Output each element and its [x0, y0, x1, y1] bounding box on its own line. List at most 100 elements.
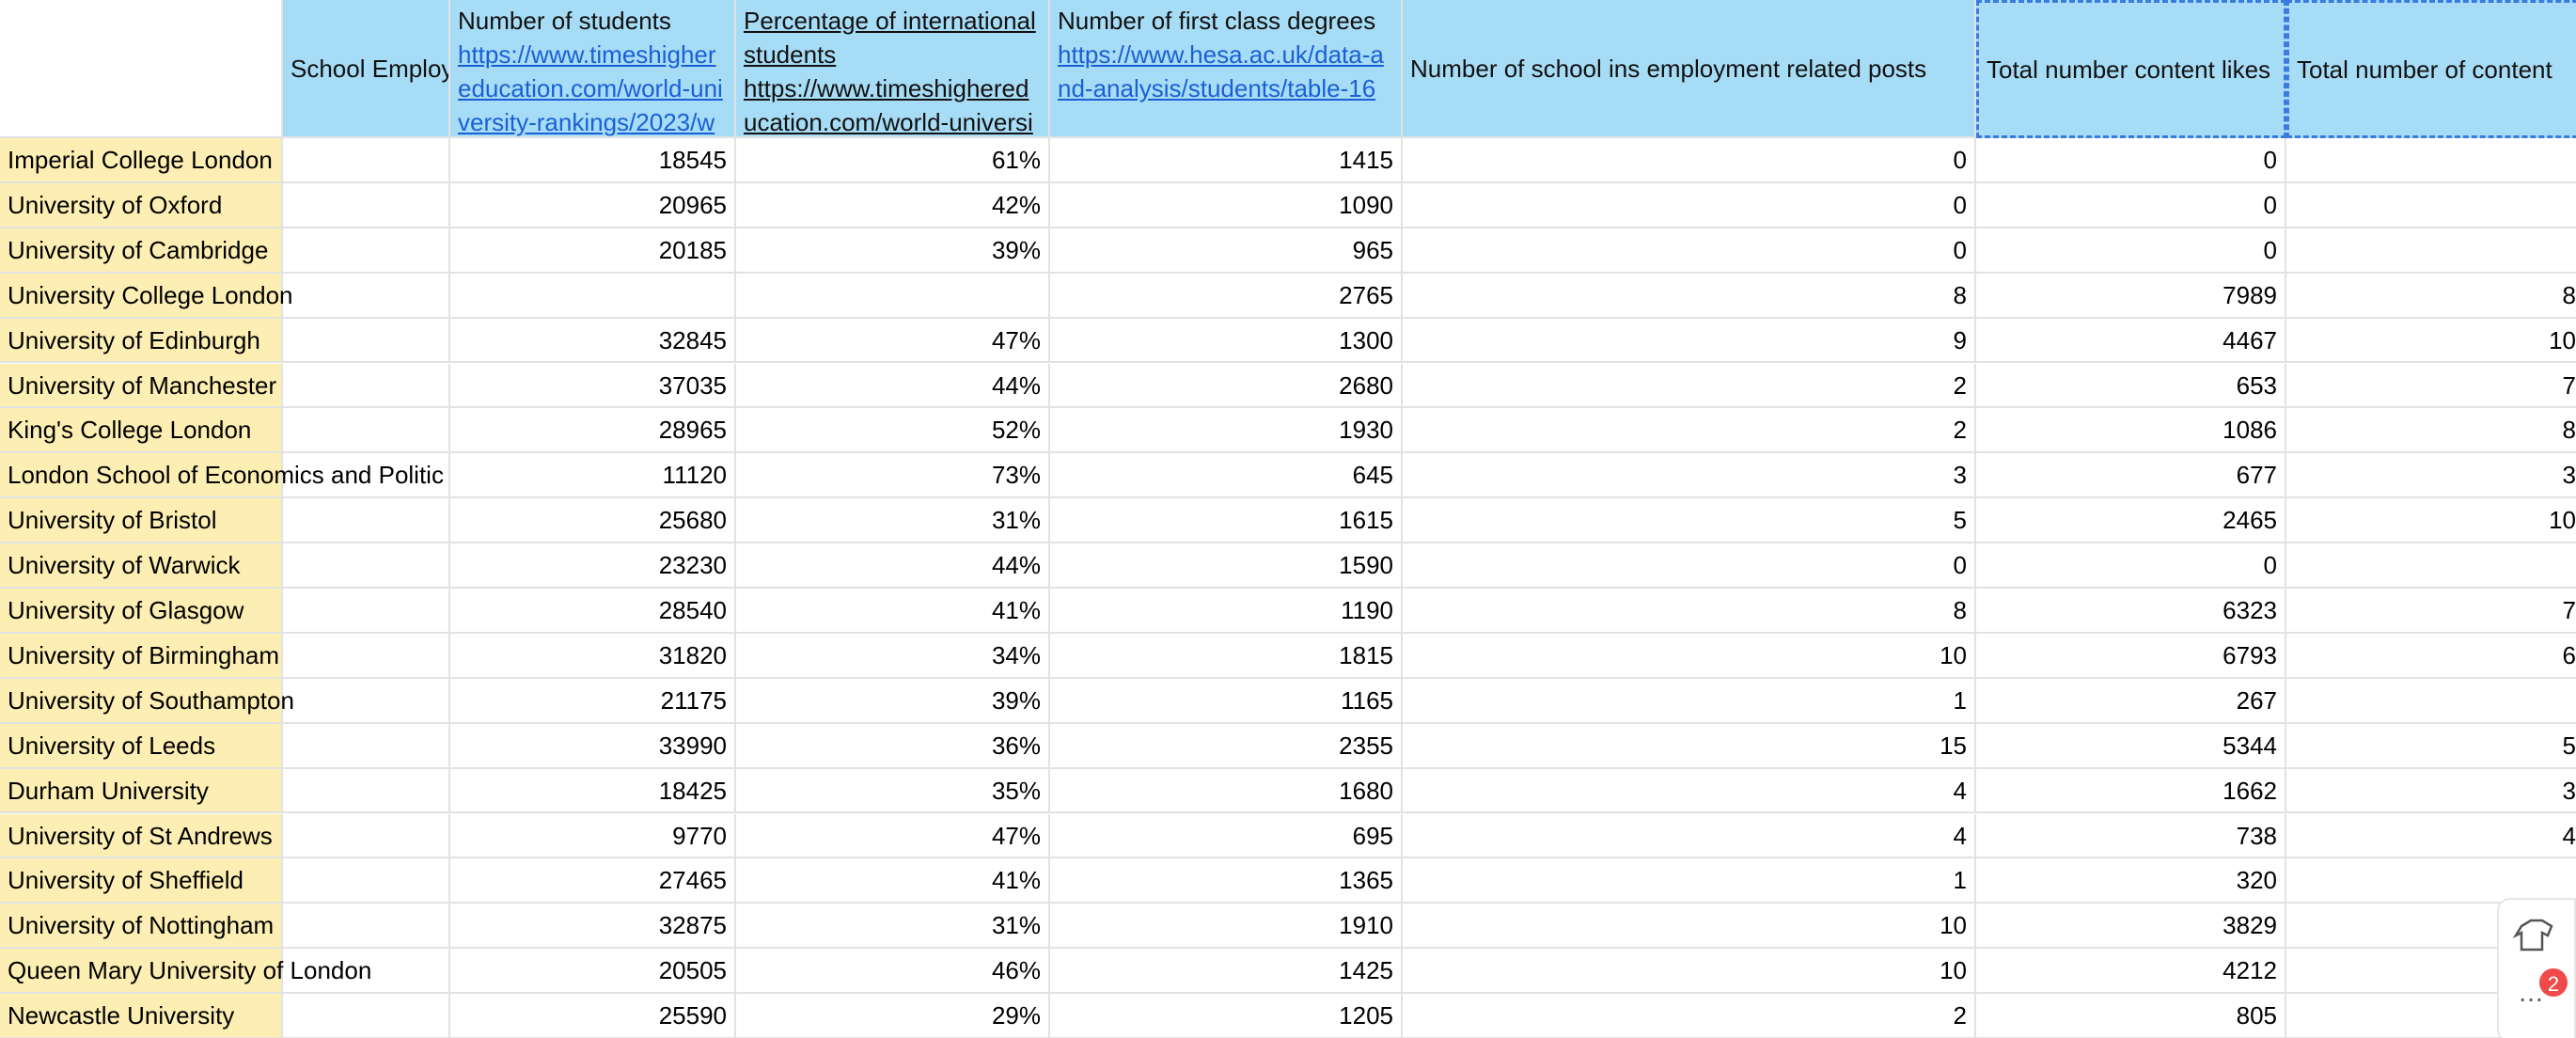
cell	[736, 363, 1050, 409]
cell	[2286, 453, 2576, 499]
cell-text: 39%	[991, 235, 1041, 264]
cell-text: 18425	[658, 776, 727, 805]
cell	[1050, 768, 1403, 814]
row-label-cell	[0, 949, 283, 995]
cell-text: 9770	[672, 821, 727, 850]
row-label-cell	[0, 228, 283, 274]
row-label: University of St Andrews	[8, 821, 273, 850]
cell	[1976, 453, 2286, 499]
header-link[interactable]: https://www.hesa.ac.uk/data-and-analysis…	[1058, 40, 1384, 102]
cell-text: 36%	[991, 731, 1041, 760]
cell	[450, 768, 736, 814]
cell	[2286, 768, 2576, 814]
cell-text: 4212	[2223, 956, 2277, 985]
cell	[1403, 182, 1976, 228]
cell	[736, 453, 1050, 499]
cell	[450, 994, 736, 1038]
cell-text: 1300	[1339, 325, 1393, 354]
row-label-cell	[0, 453, 283, 499]
header-text: Total number of content	[2297, 55, 2552, 84]
cell-text: 0	[2263, 190, 2277, 219]
cell	[450, 408, 736, 454]
row-label-cell	[0, 408, 283, 454]
cell-text: 965	[1352, 235, 1393, 264]
cell	[283, 633, 450, 679]
cell	[1050, 858, 1403, 904]
row-label-cell	[0, 363, 283, 409]
cell-text: 4	[2562, 821, 2576, 850]
cell-text: 46%	[991, 956, 1041, 985]
header-title: Number of students	[458, 7, 671, 35]
cell	[283, 723, 450, 769]
header-link[interactable]: https://www.timeshighereducation.com/wor…	[458, 40, 723, 136]
row-label: University of Manchester	[8, 370, 277, 400]
cell-text: 0	[1953, 235, 1967, 264]
cell	[1976, 633, 2286, 679]
cell	[1976, 813, 2286, 859]
cell	[283, 768, 450, 814]
cell	[1403, 678, 1976, 724]
cell	[1403, 318, 1976, 364]
cell-text: 41%	[991, 596, 1041, 624]
cell	[736, 768, 1050, 814]
cell-text: 6	[2562, 640, 2576, 669]
cell-text: 1205	[1339, 1001, 1393, 1030]
cell	[1976, 228, 2286, 274]
cell-text: 1590	[1339, 551, 1393, 580]
row-label-cell	[0, 543, 283, 589]
row-label-cell	[0, 138, 283, 183]
cell-text: 1662	[2223, 776, 2277, 805]
cell	[1403, 813, 1976, 859]
cell	[1050, 228, 1403, 274]
cell-text: 31820	[658, 640, 727, 669]
cell	[450, 318, 736, 364]
cell-text: 21175	[660, 685, 727, 715]
cell	[450, 633, 736, 679]
cell	[2286, 589, 2576, 634]
cell-text: 47%	[991, 325, 1041, 354]
cell-text: 11120	[662, 461, 727, 490]
cell-text: 7989	[2223, 280, 2277, 309]
cell	[1050, 408, 1403, 454]
cell	[283, 904, 450, 950]
cell	[450, 904, 736, 950]
cell-text: 695	[1352, 821, 1393, 850]
cell-text: 267	[2236, 685, 2277, 715]
row-label: University of Leeds	[8, 731, 216, 760]
cell	[2286, 633, 2576, 679]
toolbar-icons: … 2	[2512, 919, 2568, 1007]
cell	[1050, 498, 1403, 544]
cell	[1403, 949, 1976, 995]
cell-text: 5	[1953, 506, 1967, 535]
cell-text: 1910	[1339, 911, 1393, 940]
cell-text: 8	[1953, 596, 1967, 624]
cell	[1050, 678, 1403, 724]
cell-text: 3	[2562, 461, 2576, 490]
badge	[2539, 968, 2568, 997]
cell-text: 1	[1953, 866, 1967, 895]
cell	[450, 678, 736, 724]
cell	[736, 633, 1050, 679]
cell	[1050, 723, 1403, 769]
cell	[1976, 543, 2286, 589]
cell	[283, 228, 450, 274]
row-label: University of Glasgow	[8, 596, 244, 624]
cell	[1403, 363, 1976, 409]
cell	[1976, 182, 2286, 228]
cell	[2286, 408, 2576, 454]
cell-text: 738	[2236, 821, 2277, 850]
cell	[450, 543, 736, 589]
shirt-icon[interactable]	[2512, 919, 2553, 952]
cell-text: 320	[2236, 866, 2277, 895]
cell	[736, 273, 1050, 319]
cell	[1403, 633, 1976, 679]
cell-text: 1930	[1339, 416, 1393, 445]
cell	[283, 182, 450, 228]
cell-text: 2465	[2223, 506, 2277, 535]
cell-text: 1365	[1339, 866, 1393, 895]
cell	[736, 408, 1050, 454]
cell	[283, 138, 450, 183]
cell-text: 0	[1953, 551, 1967, 580]
row-label-cell	[0, 633, 283, 679]
